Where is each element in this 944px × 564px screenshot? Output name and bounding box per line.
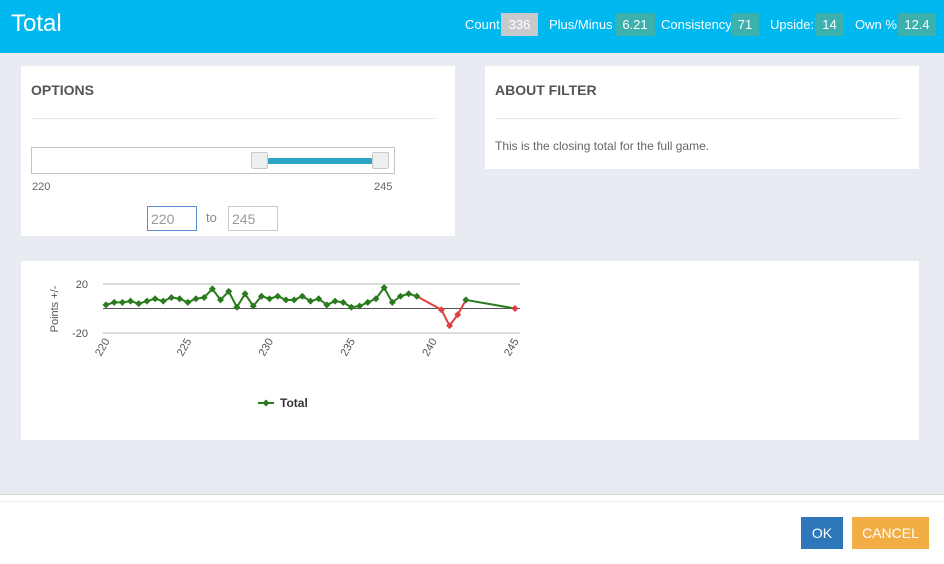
data-point — [290, 296, 298, 304]
data-point — [167, 293, 175, 301]
data-point — [511, 305, 519, 312]
stat-label-count: Count — [465, 17, 500, 32]
data-point — [396, 292, 404, 300]
modal-footer: OK CANCEL — [0, 494, 944, 564]
points-chart: 20 -20 Points +/- 220 225 230 235 240 245 Total — [49, 279, 522, 410]
x-tick-label: 245 — [502, 337, 522, 359]
data-point — [437, 306, 445, 314]
range-slider-track[interactable] — [31, 147, 395, 174]
data-point — [208, 285, 216, 293]
data-point — [127, 297, 135, 305]
data-point — [454, 311, 462, 319]
data-point — [118, 298, 126, 306]
x-tick-label: 240 — [420, 337, 440, 359]
data-point — [380, 284, 388, 292]
range-to-input[interactable] — [228, 206, 278, 231]
modal-header: Total Count 336 Plus/Minus 6.21 Consiste… — [0, 0, 944, 53]
data-point — [339, 298, 347, 306]
data-point — [102, 301, 110, 309]
data-point — [151, 295, 159, 303]
x-tick-label: 230 — [257, 337, 277, 359]
slider-max-label: 245 — [374, 181, 393, 193]
data-point — [315, 295, 323, 303]
range-to-label: to — [206, 210, 217, 225]
series-line-segment — [440, 309, 451, 327]
data-point — [143, 297, 151, 305]
data-point — [225, 287, 233, 295]
range-slider-low-handle[interactable] — [251, 152, 268, 169]
data-point — [192, 295, 200, 303]
about-divider — [495, 118, 899, 119]
cancel-button[interactable]: CANCEL — [852, 517, 929, 549]
data-point — [282, 296, 290, 304]
about-filter-text: This is the closing total for the full g… — [495, 139, 710, 153]
data-point — [446, 322, 454, 330]
stat-badge-own-pct: 12.4 — [898, 13, 936, 36]
data-point — [176, 295, 184, 303]
data-point — [159, 297, 167, 305]
data-point — [388, 298, 396, 306]
data-point — [184, 298, 192, 306]
page-title: Total — [11, 10, 62, 37]
ok-button[interactable]: OK — [801, 517, 843, 549]
data-point — [241, 290, 249, 298]
y-axis-label: Points +/- — [49, 285, 61, 332]
data-point — [323, 301, 331, 309]
x-tick-label: 235 — [338, 337, 358, 359]
x-tick-label: 225 — [175, 337, 195, 359]
data-point — [135, 300, 143, 308]
data-point — [298, 292, 306, 300]
data-point — [274, 292, 282, 300]
data-point — [233, 303, 241, 311]
series-line-segment — [465, 298, 516, 310]
footer-divider — [0, 501, 944, 502]
series-line-segment — [383, 287, 394, 303]
series-line-segment — [416, 295, 442, 311]
range-slider-fill — [268, 158, 372, 164]
range-slider-high-handle[interactable] — [372, 152, 389, 169]
data-point — [364, 298, 372, 306]
data-point — [110, 298, 118, 306]
x-tick-label: 220 — [93, 337, 113, 359]
about-filter-panel: ABOUT FILTER This is the closing total f… — [485, 66, 919, 169]
data-point — [217, 296, 225, 304]
series-line-segment — [456, 299, 467, 316]
options-heading: OPTIONS — [31, 82, 95, 98]
data-point — [307, 297, 314, 305]
data-point — [462, 296, 470, 304]
series-line-segment — [236, 293, 246, 308]
stat-badge-consistency: 71 — [731, 13, 759, 36]
stat-label-plus-minus: Plus/Minus — [549, 17, 613, 32]
data-point — [356, 302, 364, 310]
data-point — [347, 303, 355, 311]
stat-label-consistency: Consistency — [661, 17, 732, 32]
data-point — [249, 302, 257, 310]
slider-min-label: 220 — [32, 181, 51, 193]
data-point — [413, 292, 421, 300]
legend-label: Total — [280, 396, 308, 410]
series-line-segment — [227, 290, 238, 308]
stat-badge-count: 336 — [501, 13, 538, 36]
data-point — [200, 293, 208, 301]
stat-label-own-pct: Own % — [855, 17, 897, 32]
y-tick-label: -20 — [72, 328, 88, 340]
data-point — [405, 290, 413, 298]
stat-badge-upside: 14 — [815, 13, 844, 36]
stat-badge-plus-minus: 6.21 — [615, 13, 655, 36]
about-filter-heading: ABOUT FILTER — [495, 82, 597, 98]
stat-label-upside: Upside: — [770, 17, 815, 32]
data-point — [257, 292, 265, 300]
chart-panel — [21, 261, 919, 440]
range-from-input[interactable] — [147, 206, 197, 231]
options-divider — [31, 118, 435, 119]
y-tick-label: 20 — [76, 279, 88, 291]
data-point — [266, 295, 274, 303]
data-point — [331, 297, 339, 305]
data-point — [372, 295, 380, 303]
legend-marker — [262, 399, 270, 407]
